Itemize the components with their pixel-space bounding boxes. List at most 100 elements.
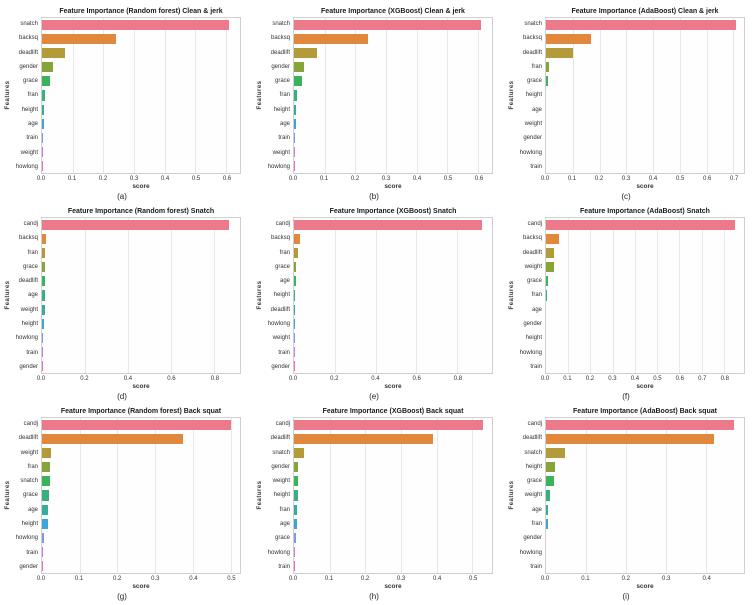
bar-row [42, 145, 240, 159]
gridline [195, 18, 197, 173]
y-axis-label: Features [507, 17, 516, 191]
plot-area [293, 217, 493, 374]
bar-row [42, 88, 240, 102]
bar-age [42, 118, 44, 129]
bar-row [546, 159, 744, 173]
plot-column: 0.0 0.2 0.4 0.6 0.8 score [37, 217, 241, 391]
y-tick-label: fran [279, 92, 290, 99]
y-tick-label: fran [531, 292, 542, 299]
bar-backsq [294, 234, 301, 245]
plot-area [293, 417, 493, 574]
bar-row [546, 359, 744, 373]
y-tick-label: grace [526, 478, 542, 485]
y-tick-label: weight [20, 449, 38, 456]
bar-gender [42, 62, 53, 73]
bar-height [294, 490, 298, 501]
bar-snatch [546, 19, 736, 31]
bar-row [546, 474, 744, 488]
gridline [72, 18, 74, 173]
chart-body: Features snatch backsq deadlift gender grace f… [3, 17, 241, 191]
y-axis-label-text: Features [256, 280, 263, 310]
x-axis: 0.0 0.1 0.2 0.3 0.4 0.5 0.6 0.7 [541, 174, 745, 182]
gridline [599, 18, 601, 173]
chart-body: Features candj deadlift snatch gender weight h… [255, 417, 493, 591]
plot-column: 0.0 0.1 0.2 0.3 0.4 0.5 0.6 0.7 0.8 score [541, 217, 745, 391]
x-tick-label: 0.5 [191, 176, 201, 182]
bar-train [42, 132, 43, 143]
bar-row [294, 517, 492, 531]
bar-backsq [546, 34, 592, 45]
bar-row [546, 460, 744, 474]
bar-age [294, 518, 297, 529]
x-axis: 0.0 0.1 0.2 0.3 0.4 0.5 [37, 574, 241, 582]
bar-fran [42, 462, 50, 473]
x-tick-label: 0.2 [98, 176, 108, 182]
x-tick-label: 0.1 [581, 576, 590, 582]
bar-row [546, 260, 744, 274]
bar-row [546, 46, 744, 60]
bars [294, 418, 492, 573]
x-tick-label: 0.4 [412, 176, 422, 182]
gridline [723, 218, 725, 373]
bar-row [42, 460, 240, 474]
bar-row [42, 545, 240, 559]
bar-row [546, 88, 744, 102]
x-tick-label: 0.1 [324, 576, 334, 582]
bar-candj [294, 219, 482, 231]
x-axis: 0.0 0.1 0.2 0.3 0.4 0.5 0.6 [37, 174, 241, 182]
y-tick-label: backsq [270, 235, 290, 242]
bar-grace [294, 532, 296, 543]
gridline [214, 218, 216, 373]
bar-deadlift [294, 304, 296, 315]
y-tick-label: weight [272, 149, 290, 156]
y-tick-label: train [278, 563, 290, 570]
bars [42, 18, 240, 173]
y-axis-label: Features [255, 417, 264, 591]
bar-row [294, 274, 492, 288]
bar-row [42, 18, 240, 32]
bar-row [546, 145, 744, 159]
y-tick-label: backsq [18, 235, 38, 242]
y-axis-label-text: Features [4, 80, 11, 110]
bar-height [294, 290, 296, 301]
bar-row [294, 246, 492, 260]
plot-area [545, 217, 745, 374]
bar-row [42, 32, 240, 46]
feature-importance-chart: Feature Importance (Random forest) Clean… [3, 5, 247, 203]
feature-importance-chart: Feature Importance (AdaBoost) Snatch Feat… [507, 205, 751, 403]
bar-row [294, 103, 492, 117]
y-tick-label: weight [20, 149, 38, 156]
bar-age [294, 118, 296, 129]
y-tick-label: howlong [15, 335, 38, 342]
gridline [472, 418, 474, 573]
y-tick-label: gender [523, 320, 542, 327]
gridline [653, 18, 655, 173]
bar-backsq [42, 234, 47, 245]
x-tick-label: 0.4 [371, 376, 380, 382]
x-tick-label: 0.0 [540, 176, 550, 182]
bar-row [294, 446, 492, 460]
bar-height [42, 104, 45, 115]
bar-backsq [294, 34, 368, 45]
bar-row [42, 317, 240, 331]
y-tick-label: train [278, 135, 290, 142]
y-axis-label-text: Features [256, 80, 263, 110]
y-tick-label: candj [275, 221, 290, 228]
y-tick-label: grace [526, 278, 542, 285]
y-tick-label: candj [275, 421, 290, 428]
bar-weight [42, 304, 45, 315]
bar-row [42, 218, 240, 232]
y-tick-label: train [26, 135, 38, 142]
gridline [679, 218, 681, 373]
gridline [626, 18, 628, 173]
chart-title: Feature Importance (Random forest) Snatc… [67, 208, 215, 215]
y-tick-labels: candj deadlift weight fran snatch grace age hei… [12, 417, 41, 591]
y-axis-label-text: Features [256, 480, 263, 510]
gridline [375, 218, 377, 373]
x-tick-label: 0.2 [330, 376, 339, 382]
y-tick-label: snatch [524, 449, 542, 456]
bar-gender [294, 462, 299, 473]
chart-body: Features candj backsq deadlift weight grace fr… [507, 217, 745, 391]
x-tick-label: 0.7 [698, 376, 707, 382]
bars [546, 18, 744, 173]
